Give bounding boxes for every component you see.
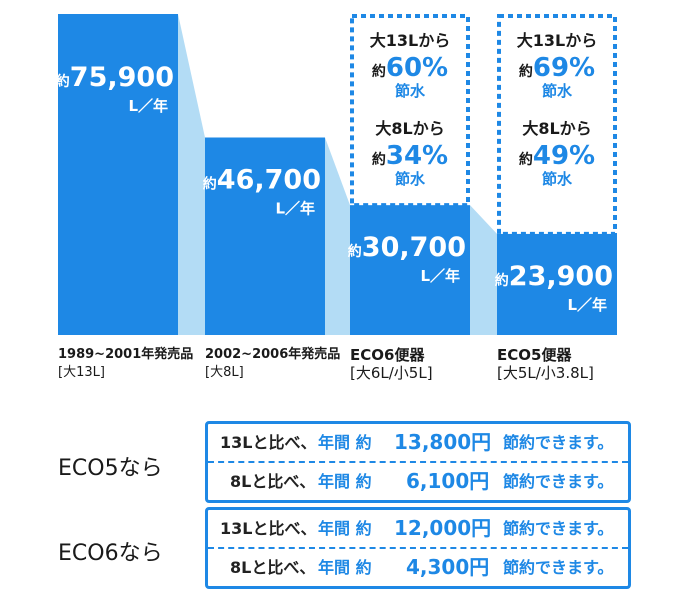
summary-eco6-box: 13Lと比べ、 年間 約 12,000円 節約できます。 8Lと比べ、 年間 約… — [205, 507, 631, 589]
bar — [205, 137, 325, 335]
savings-word-label: 節水 — [542, 82, 573, 100]
summary-eco6-label: ECO6なら — [58, 541, 163, 566]
bar-unit-label: L／年 — [275, 199, 315, 217]
summary-row: 13Lと比べ、 年間 約 12,000円 節約できます。 — [220, 516, 614, 540]
bar-value-label: 約75,900 — [56, 62, 174, 93]
savings-from-label: 大13Lから — [370, 31, 450, 50]
summary-eco5-label: ECO5なら — [58, 456, 163, 481]
bar-connector — [178, 14, 205, 335]
summary-row: 13Lと比べ、 年間 約 13,800円 節約できます。 — [220, 430, 614, 454]
summary-eco5-box: 13Lと比べ、 年間 約 13,800円 節約できます。 8Lと比べ、 年間 約… — [205, 421, 631, 503]
summary-row: 8Lと比べ、 年間 約 6,100円 節約できます。 — [208, 461, 628, 500]
bar-value-label: 約46,700 — [203, 164, 321, 195]
bar-connector — [470, 205, 497, 335]
bar-unit-label: L／年 — [128, 97, 168, 115]
bar — [497, 233, 617, 335]
savings-from-label: 大8Lから — [375, 119, 444, 138]
savings-percent-label: 約34% — [372, 141, 448, 171]
summary-row: 8Lと比べ、 年間 約 4,300円 節約できます。 — [208, 547, 628, 586]
bar — [350, 205, 470, 335]
category-label-3: ECO6便器 [大6L/小5L] — [350, 346, 433, 382]
water-usage-bar-chart: 約75,900L／年約46,700L／年約30,700L／年大13Lから約60%… — [56, 14, 617, 335]
bar-connector — [325, 137, 350, 335]
bar — [58, 14, 178, 335]
bar-unit-label: L／年 — [420, 267, 460, 285]
savings-from-label: 大13Lから — [517, 31, 597, 50]
bar-value-label: 約23,900 — [495, 261, 613, 292]
savings-percent-label: 約69% — [519, 53, 595, 83]
savings-percent-label: 約49% — [519, 141, 595, 171]
savings-from-label: 大8Lから — [522, 119, 591, 138]
category-label-1: 1989~2001年発売品 [大13L] — [58, 347, 194, 380]
category-label-2: 2002~2006年発売品 [大8L] — [205, 347, 341, 380]
bar-value-label: 約30,700 — [348, 232, 466, 263]
savings-word-label: 節水 — [395, 170, 426, 188]
savings-word-label: 節水 — [542, 170, 573, 188]
bar-unit-label: L／年 — [567, 296, 607, 314]
savings-percent-label: 約60% — [372, 53, 448, 83]
savings-word-label: 節水 — [395, 82, 426, 100]
category-label-4: ECO5便器 [大5L/小3.8L] — [497, 346, 594, 382]
